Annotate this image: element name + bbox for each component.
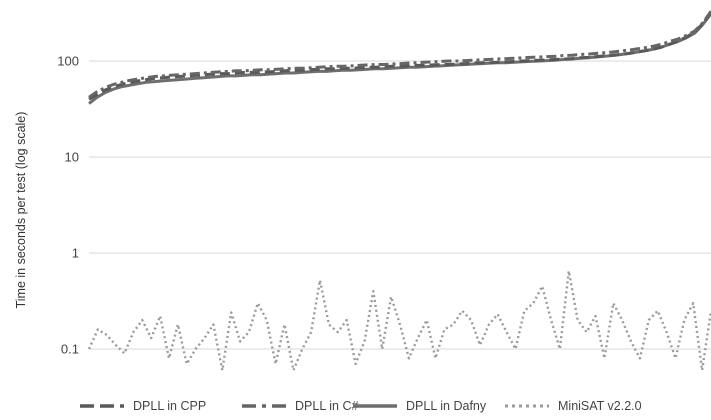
series-line-0	[88, 11, 711, 101]
series-line-3	[87, 269, 711, 372]
y-tick-label: 0.1	[61, 342, 79, 357]
y-axis-title: Time in seconds per test (log scale)	[14, 112, 28, 309]
series-lines	[87, 10, 711, 372]
series-line-2	[88, 12, 711, 105]
y-axis-ticks: 100 10 1 0.1	[57, 54, 79, 357]
legend-label-2: DPLL in Dafny	[406, 399, 487, 413]
legend: DPLL in CPP DPLL in C# DPLL in Dafny MiniSA…	[80, 399, 642, 413]
legend-label-0: DPLL in CPP	[133, 399, 206, 413]
y-tick-label: 100	[57, 54, 79, 69]
y-tick-label: 1	[72, 246, 79, 261]
series-line-1	[88, 10, 711, 99]
y-tick-label: 10	[65, 150, 79, 165]
legend-label-1: DPLL in C#	[295, 399, 359, 413]
gridlines	[89, 60, 711, 350]
legend-label-3: MiniSAT v2.2.0	[558, 399, 642, 413]
